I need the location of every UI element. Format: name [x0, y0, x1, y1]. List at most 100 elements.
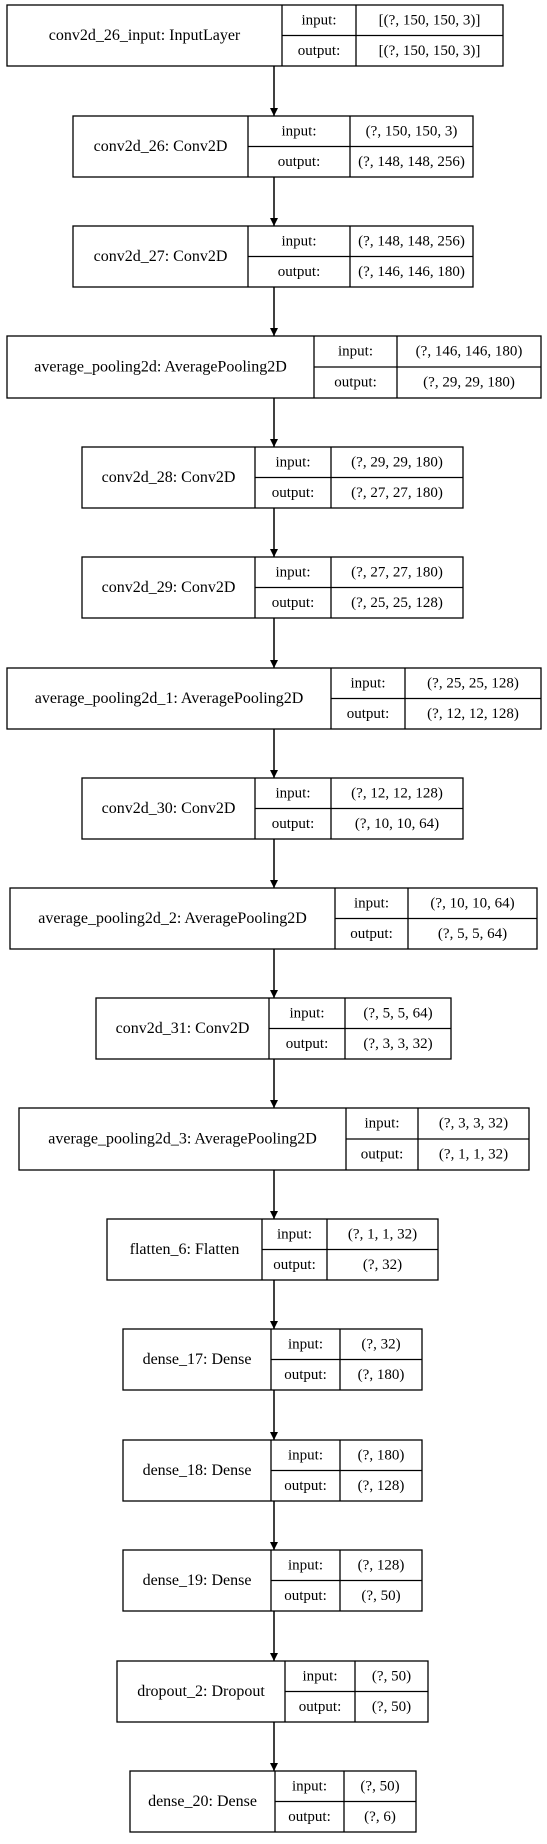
- layer-name: dense_18: Dense: [143, 1462, 252, 1479]
- input-label: input:: [338, 344, 373, 360]
- layer-name: dropout_2: Dropout: [137, 1683, 265, 1700]
- layer-name: conv2d_30: Conv2D: [102, 800, 236, 817]
- input-shape: (?, 50): [372, 1668, 411, 1684]
- output-label: output:: [350, 926, 393, 942]
- input-shape: (?, 146, 146, 180): [416, 344, 523, 360]
- output-label: output:: [361, 1147, 404, 1163]
- output-shape: (?, 6): [364, 1809, 396, 1825]
- input-label: input:: [364, 1116, 399, 1132]
- output-label: output:: [298, 43, 341, 59]
- output-label: output:: [284, 1588, 327, 1604]
- layer-name: average_pooling2d: AveragePooling2D: [34, 359, 287, 376]
- output-shape: (?, 128): [358, 1478, 405, 1494]
- input-label: input:: [292, 1778, 327, 1794]
- layer-name: dense_20: Dense: [148, 1793, 257, 1810]
- layer-node: average_pooling2d_2: AveragePooling2D inp…: [9, 887, 538, 950]
- output-label: output:: [278, 264, 321, 280]
- input-shape: (?, 12, 12, 128): [351, 785, 443, 801]
- output-label: output:: [272, 595, 315, 611]
- input-label: input:: [288, 1447, 323, 1463]
- output-label: output:: [272, 485, 315, 501]
- input-shape: (?, 29, 29, 180): [351, 454, 443, 470]
- output-label: output:: [284, 1367, 327, 1383]
- layer-node: dropout_2: Dropout input: output: (?, 50) (?…: [116, 1660, 429, 1723]
- input-shape: (?, 1, 1, 32): [348, 1226, 417, 1242]
- layer-name: conv2d_31: Conv2D: [116, 1020, 250, 1037]
- output-shape: (?, 1, 1, 32): [439, 1147, 508, 1163]
- output-label: output:: [272, 816, 315, 832]
- layer-node: average_pooling2d_1: AveragePooling2D inp…: [6, 667, 542, 730]
- input-label: input:: [301, 12, 336, 28]
- output-label: output:: [347, 706, 390, 722]
- layer-name: average_pooling2d_2: AveragePooling2D: [38, 910, 307, 927]
- input-label: input:: [281, 233, 316, 249]
- layer-node: dense_18: Dense input: output: (?, 180) (?, …: [122, 1439, 423, 1502]
- input-shape: (?, 10, 10, 64): [430, 895, 514, 911]
- output-shape: (?, 32): [363, 1257, 402, 1273]
- output-shape: (?, 3, 3, 32): [363, 1036, 432, 1052]
- output-shape: (?, 146, 146, 180): [358, 264, 465, 280]
- input-shape: (?, 150, 150, 3): [366, 123, 458, 139]
- output-label: output:: [288, 1809, 331, 1825]
- output-label: output:: [299, 1699, 342, 1715]
- input-shape: (?, 32): [361, 1336, 400, 1352]
- input-label: input:: [302, 1668, 337, 1684]
- input-shape: (?, 25, 25, 128): [427, 675, 519, 691]
- layer-node: conv2d_30: Conv2D input: output: (?, 12, 12…: [81, 777, 464, 840]
- input-label: input:: [350, 675, 385, 691]
- input-shape: (?, 148, 148, 256): [358, 233, 465, 249]
- layer-node: average_pooling2d_3: AveragePooling2D inp…: [18, 1107, 530, 1171]
- input-shape: (?, 3, 3, 32): [439, 1116, 508, 1132]
- layer-node: conv2d_31: Conv2D input: output: (?, 5, 5, …: [95, 997, 452, 1060]
- layer-name: conv2d_28: Conv2D: [102, 469, 236, 486]
- input-shape: (?, 5, 5, 64): [363, 1005, 432, 1021]
- output-label: output:: [278, 154, 321, 170]
- output-shape: (?, 29, 29, 180): [423, 375, 515, 391]
- input-label: input:: [277, 1226, 312, 1242]
- output-label: output:: [284, 1478, 327, 1494]
- output-label: output:: [286, 1036, 329, 1052]
- output-label: output:: [273, 1257, 316, 1273]
- layer-node: conv2d_28: Conv2D input: output: (?, 29, 29…: [81, 446, 464, 509]
- output-shape: (?, 180): [358, 1367, 405, 1383]
- layer-node: dense_19: Dense input: output: (?, 128) (?, …: [122, 1549, 423, 1612]
- output-shape: (?, 50): [372, 1699, 411, 1715]
- output-shape: (?, 27, 27, 180): [351, 485, 443, 501]
- output-shape: (?, 10, 10, 64): [355, 816, 439, 832]
- input-label: input:: [275, 454, 310, 470]
- layer-name: dense_19: Dense: [143, 1572, 252, 1589]
- input-label: input:: [275, 785, 310, 801]
- layer-node: conv2d_26: Conv2D input: output: (?, 150, 1…: [72, 115, 474, 178]
- output-shape: (?, 25, 25, 128): [351, 595, 443, 611]
- layer-name: average_pooling2d_3: AveragePooling2D: [48, 1131, 317, 1148]
- layer-node: dense_20: Dense input: output: (?, 50) (?, 6…: [129, 1770, 417, 1833]
- layer-name: conv2d_27: Conv2D: [94, 248, 228, 265]
- output-label: output:: [334, 375, 377, 391]
- layer-name: average_pooling2d_1: AveragePooling2D: [35, 690, 304, 707]
- output-shape: (?, 148, 148, 256): [358, 154, 465, 170]
- output-shape: (?, 5, 5, 64): [438, 926, 507, 942]
- layer-node: dense_17: Dense input: output: (?, 32) (?, 1…: [122, 1328, 423, 1391]
- output-shape: (?, 50): [361, 1588, 400, 1604]
- input-label: input:: [354, 895, 389, 911]
- layer-node: conv2d_26_input: InputLayer input: output:…: [6, 4, 504, 67]
- input-label: input:: [289, 1005, 324, 1021]
- input-shape: (?, 180): [358, 1447, 405, 1463]
- input-label: input:: [288, 1336, 323, 1352]
- input-shape: (?, 128): [358, 1557, 405, 1573]
- layer-node: average_pooling2d: AveragePooling2D input…: [6, 335, 542, 399]
- layer-name: flatten_6: Flatten: [130, 1241, 240, 1258]
- output-shape: (?, 12, 12, 128): [427, 706, 519, 722]
- layer-name: conv2d_26: Conv2D: [94, 138, 228, 155]
- input-shape: (?, 50): [360, 1778, 399, 1794]
- output-shape: [(?, 150, 150, 3)]: [379, 43, 481, 59]
- input-label: input:: [281, 123, 316, 139]
- layer-node: flatten_6: Flatten input: output: (?, 1, 1,…: [106, 1218, 439, 1281]
- layer-node: conv2d_27: Conv2D input: output: (?, 148, 1…: [72, 225, 474, 288]
- input-label: input:: [275, 564, 310, 580]
- layer-name: conv2d_26_input: InputLayer: [49, 27, 241, 44]
- input-shape: [(?, 150, 150, 3)]: [379, 12, 481, 28]
- input-shape: (?, 27, 27, 180): [351, 564, 443, 580]
- layer-node: conv2d_29: Conv2D input: output: (?, 27, 27…: [81, 556, 464, 619]
